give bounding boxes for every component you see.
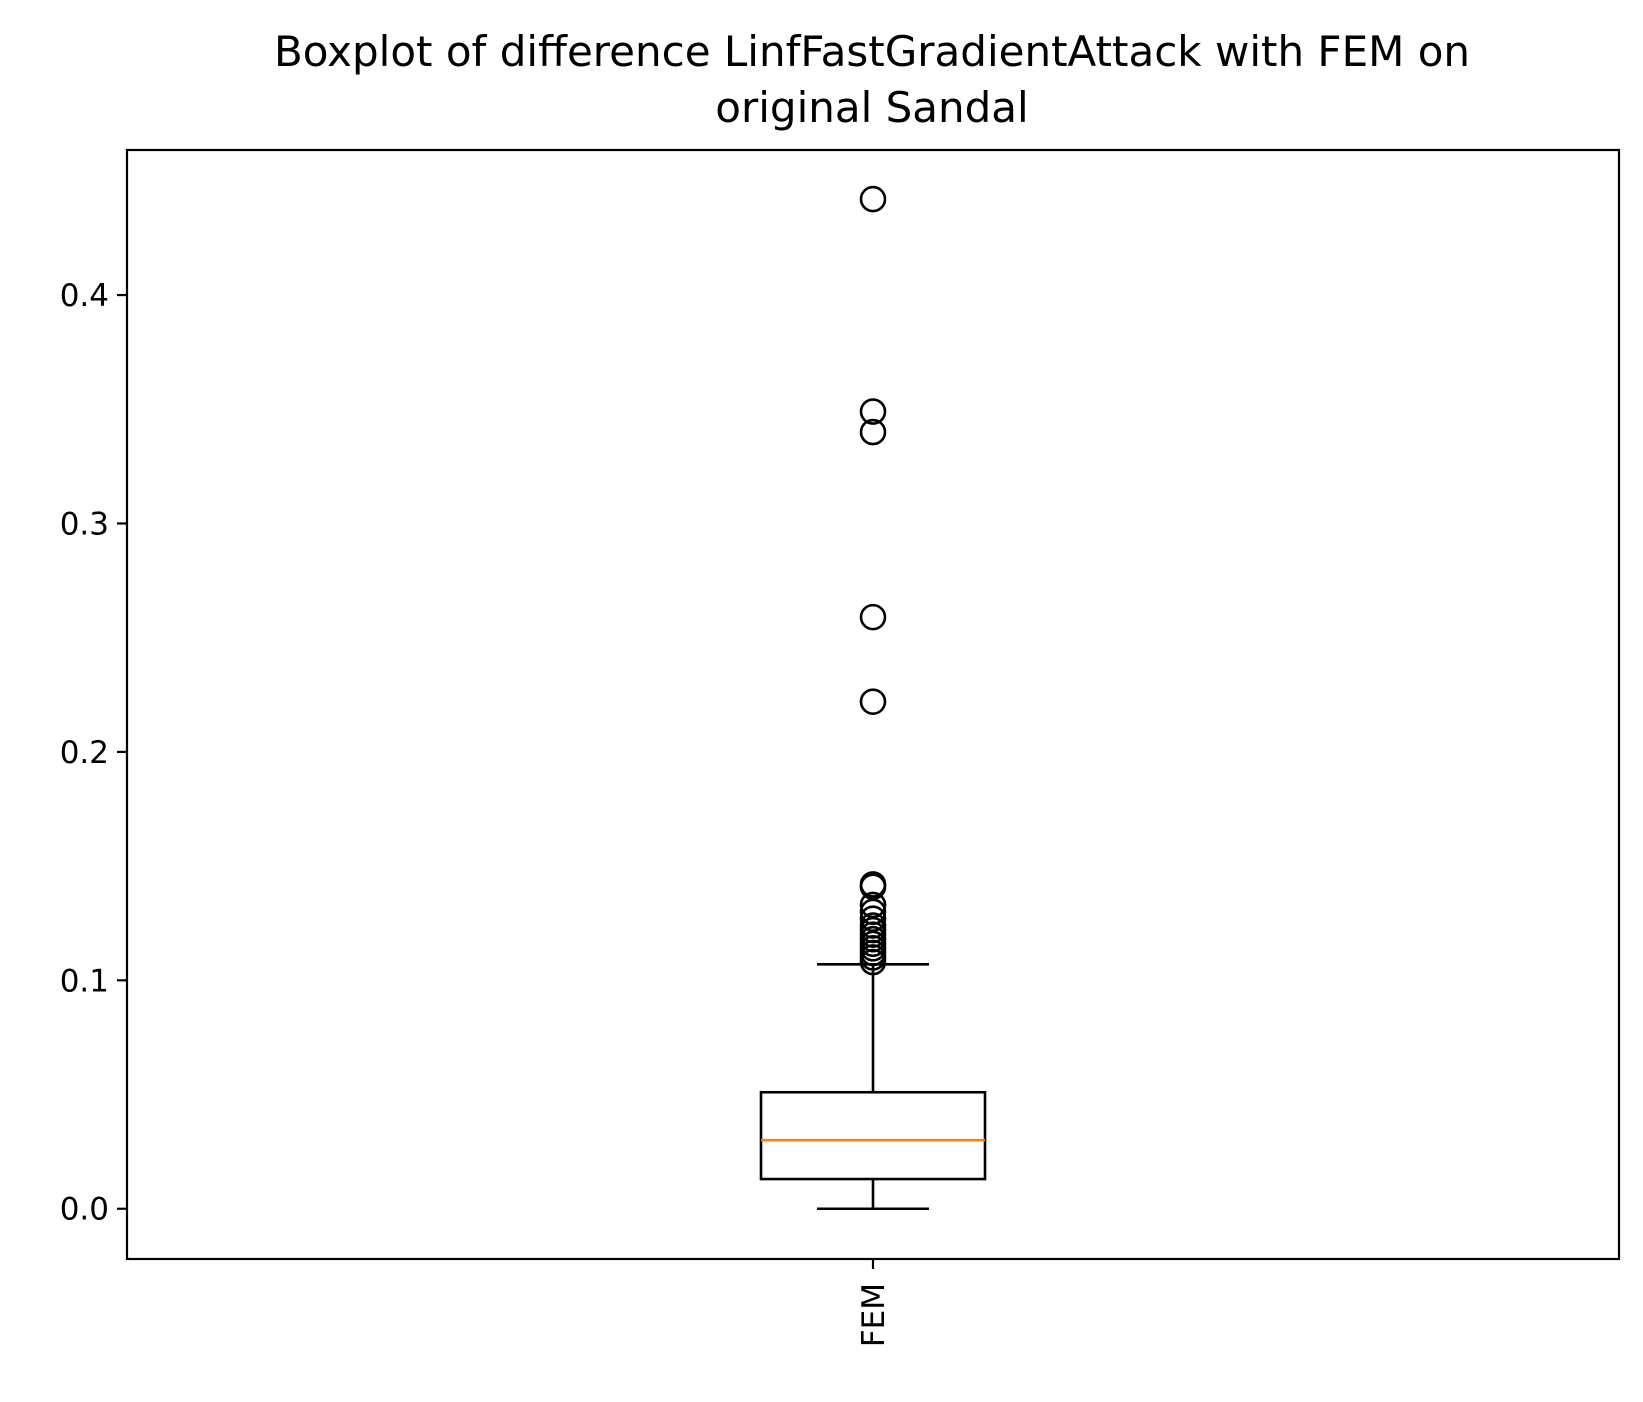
outlier-point bbox=[859, 418, 887, 446]
outlier-point bbox=[859, 688, 887, 715]
outlier-point bbox=[859, 871, 887, 898]
y-tick-label: 0.4 bbox=[60, 278, 109, 314]
y-tick-label: 0.2 bbox=[60, 735, 109, 771]
outlier-point bbox=[859, 398, 887, 425]
y-tick-label: 0.0 bbox=[60, 1192, 109, 1228]
plot-area bbox=[759, 185, 987, 1211]
outlier-point bbox=[859, 185, 887, 213]
chart-title-line-1: Boxplot of difference LinfFastGradientAt… bbox=[274, 27, 1470, 76]
outlier-point bbox=[859, 603, 887, 631]
outlier-point bbox=[859, 905, 887, 932]
outlier-point bbox=[859, 912, 887, 939]
x-tick-label: FEM bbox=[856, 1283, 892, 1347]
y-tick-label: 0.1 bbox=[60, 963, 109, 999]
outlier-point bbox=[859, 891, 887, 919]
y-tick-label: 0.3 bbox=[60, 506, 109, 542]
box-iqr bbox=[759, 1090, 987, 1181]
chart-title-line-2: original Sandal bbox=[715, 83, 1028, 132]
axes: 0.0 0.1 0.2 0.3 0.4 FEM bbox=[60, 278, 892, 1347]
